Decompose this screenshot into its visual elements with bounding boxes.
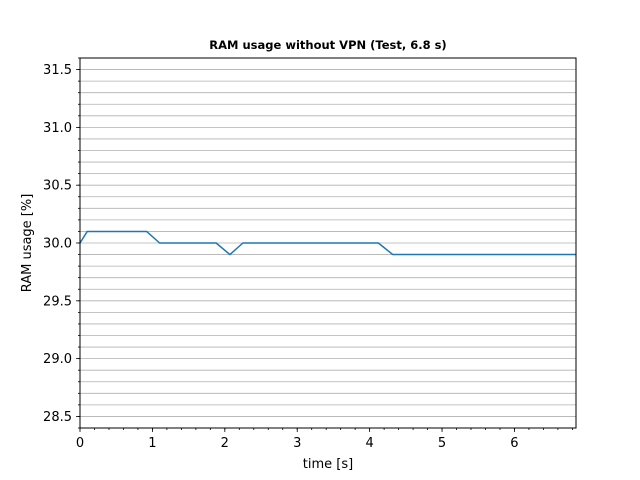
y-tick-label: 30.0 bbox=[43, 237, 72, 252]
y-axis-label: RAM usage [%] bbox=[20, 194, 35, 293]
series-group bbox=[79, 230, 576, 256]
y-tick-label: 29.5 bbox=[43, 294, 72, 309]
y-tick-label: 29.0 bbox=[43, 352, 72, 367]
x-axis-label: time [s] bbox=[303, 457, 353, 472]
x-tick-label: 4 bbox=[365, 436, 373, 451]
x-tick-label: 1 bbox=[148, 436, 156, 451]
y-tick-label: 31.0 bbox=[43, 121, 72, 136]
y-tick-label: 28.5 bbox=[43, 410, 72, 425]
chart-title: RAM usage without VPN (Test, 6.8 s) bbox=[209, 38, 446, 52]
x-tick-label: 5 bbox=[438, 436, 446, 451]
x-tick-label: 2 bbox=[221, 436, 229, 451]
series-line bbox=[79, 230, 576, 256]
x-tick-label: 3 bbox=[293, 436, 301, 451]
x-tick-label: 0 bbox=[76, 436, 84, 451]
x-tick-label: 6 bbox=[510, 436, 518, 451]
x-axis: 0 1 2 3 4 5 6 bbox=[76, 428, 573, 451]
y-tick-label: 30.5 bbox=[43, 179, 72, 194]
y-axis: 28.5 29.0 29.5 30.0 30.5 31.0 31.5 bbox=[43, 57, 80, 429]
gridlines bbox=[80, 57, 576, 429]
y-tick-label: 31.5 bbox=[43, 63, 72, 78]
